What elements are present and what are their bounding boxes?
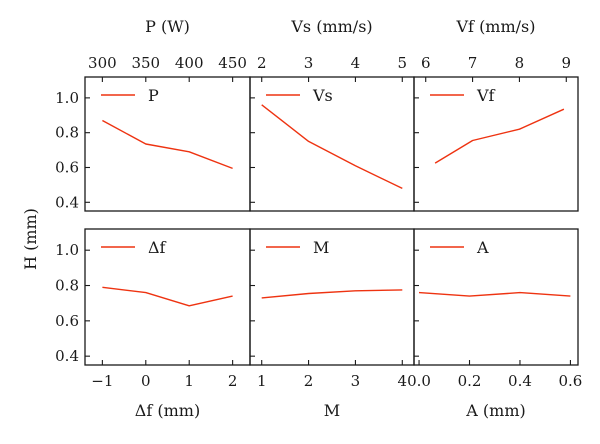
legend-label: M [313,238,329,257]
panel-frame [84,76,251,212]
x-tick-label: 350 [131,54,160,72]
y-tick-label: 0.6 [55,158,79,176]
x-tick-label: 0 [141,372,151,390]
x-axis-title: M [324,401,340,420]
y-axis-title: H (mm) [21,208,40,270]
series-line-m [261,289,403,299]
x-tick-label: 2 [304,372,314,390]
x-tick-label: 300 [88,54,117,72]
x-tick-label: 1 [184,372,194,390]
x-tick-label: −1 [91,372,113,390]
panel-vs: 2 3 4 5 Vs (mm/s) Vs [249,17,415,212]
y-tick-label: 0.4 [55,193,79,211]
x-axis-title: Vs (mm/s) [290,17,372,36]
x-axis-title: Δf (mm) [135,401,200,420]
y-tick-label: 1.0 [55,241,79,259]
x-tick-label: 0.4 [508,372,532,390]
x-tick-label: 0.6 [559,372,583,390]
legend-label: Δf [148,238,167,257]
legend-label: Vf [476,86,496,105]
y-tick-label: 0.4 [55,347,79,365]
x-tick-label: 3 [304,54,314,72]
panel-vf: 6 7 8 9 Vf (mm/s) Vf [413,17,579,212]
panel-frame [84,228,251,366]
x-tick-label: 9 [562,54,572,72]
x-axis-title: Vf (mm/s) [456,17,536,36]
legend-label: A [476,238,489,257]
series-line-vs [261,104,403,190]
x-tick-label: 400 [175,54,204,72]
x-tick-label: 7 [468,54,478,72]
panel-m: 1 2 3 4 M M [249,228,415,420]
series-line-delta-f [102,286,233,307]
series-line-vf [434,108,565,164]
y-tick-label: 0.6 [55,312,79,330]
x-tick-label: 2 [228,372,238,390]
series-line-a [418,291,571,297]
x-tick-label: 6 [421,54,431,72]
y-tick-label: 0.8 [55,277,79,295]
x-tick-label: 3 [351,372,361,390]
x-tick-label: 4 [398,372,408,390]
panel-frame [413,76,579,212]
panel-p: 0.4 0.6 0.8 1.0 300 350 400 450 P (W) P [55,17,251,212]
x-tick-label: 5 [398,54,408,72]
panel-delta-f: 0.4 0.6 0.8 1.0 −1 0 1 2 Δf (mm) Δf [55,228,251,420]
legend-label: P [148,86,159,105]
panel-frame [413,228,579,366]
x-tick-label: 1 [257,372,267,390]
panel-a: 0.0 0.2 0.4 0.6 A (mm) A [407,228,583,420]
x-tick-label: 0.2 [458,372,482,390]
x-tick-label: 8 [515,54,525,72]
y-tick-label: 0.8 [55,124,79,142]
x-tick-label: 2 [257,54,267,72]
y-tick-label: 1.0 [55,89,79,107]
x-tick-label: 4 [351,54,361,72]
series-line-p [102,119,233,170]
x-axis-title: A (mm) [465,401,525,420]
x-tick-label: 0.0 [407,372,431,390]
x-tick-label: 450 [218,54,247,72]
legend-label: Vs [312,86,333,105]
x-axis-title: P (W) [145,17,190,36]
